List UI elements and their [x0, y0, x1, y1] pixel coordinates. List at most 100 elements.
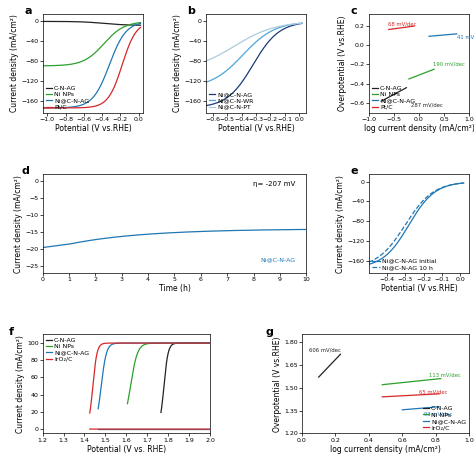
Line: Ni@C-N-AG initial: Ni@C-N-AG initial — [369, 183, 464, 264]
X-axis label: Potential (V vs.RHE): Potential (V vs.RHE) — [218, 124, 294, 133]
C-N-AG — [167, 346, 173, 351]
Line: C-N-AG: C-N-AG — [43, 21, 140, 25]
X-axis label: Potential (V vs.RHE): Potential (V vs.RHE) — [381, 284, 457, 294]
Ni@C-N-AG initial — [411, 213, 417, 219]
Ni NPs — [40, 63, 46, 69]
Ni@C-N-AG — [184, 340, 190, 346]
Ni@C-N-WR — [255, 38, 261, 43]
Pt/C — [98, 101, 104, 107]
Y-axis label: Current density (mA/cm²): Current density (mA/cm²) — [14, 175, 23, 273]
C-N-AG — [207, 340, 213, 346]
Text: a: a — [25, 6, 32, 16]
Line: Ni@C-N-AG: Ni@C-N-AG — [206, 23, 302, 106]
Line: Ni NPs: Ni NPs — [43, 22, 140, 66]
Line: IrO₂/C: IrO₂/C — [90, 343, 210, 413]
Legend: Ni@C-N-AG initial, Ni@C-N-AG 10 h: Ni@C-N-AG initial, Ni@C-N-AG 10 h — [372, 258, 436, 270]
Ni@C-N-AG initial — [461, 180, 466, 186]
Ni@C-N-AG — [136, 21, 141, 27]
Text: 287 mV/dec: 287 mV/dec — [411, 103, 443, 108]
Line: Pt/C: Pt/C — [43, 27, 140, 108]
Ni@C-N-AG — [98, 82, 104, 88]
Ni@C-N-WR — [260, 34, 266, 39]
Ni@C-N-AG initial — [459, 180, 465, 186]
Ni@C-N-AG — [120, 33, 126, 39]
Ni NPs — [146, 341, 152, 346]
Ni@C-N-AG 10 h — [461, 180, 466, 186]
Ni@C-N-AG — [297, 21, 302, 27]
IrO₂/C — [184, 340, 190, 346]
Text: 190 mV/dec: 190 mV/dec — [433, 62, 465, 67]
Ni@C-N-AG 10 h — [444, 183, 449, 189]
Ni@C-N-WR — [249, 43, 255, 48]
Line: Ni@C-N-AG 10 h: Ni@C-N-AG 10 h — [369, 183, 464, 262]
Ni NPs — [207, 340, 213, 346]
Text: f: f — [9, 327, 14, 336]
C-N-AG — [87, 20, 92, 25]
C-N-AG — [184, 340, 190, 346]
IrO₂/C — [137, 340, 143, 346]
Text: 113 mV/dec: 113 mV/dec — [429, 372, 461, 377]
C-N-AG — [86, 20, 92, 25]
IrO₂/C — [167, 340, 173, 346]
Ni NPs — [93, 49, 99, 55]
Line: Ni@C-N-WR: Ni@C-N-WR — [206, 23, 302, 82]
Legend: C-N-AG, Ni NPs, Ni@C-N-AG, Pt/C: C-N-AG, Ni NPs, Ni@C-N-AG, Pt/C — [46, 85, 89, 110]
C-N-AG — [40, 19, 46, 24]
C-N-AG — [136, 22, 141, 28]
Line: Ni@C-N-AG: Ni@C-N-AG — [98, 343, 210, 409]
Ni@C-N-AG — [255, 54, 261, 60]
Ni NPs — [141, 342, 147, 348]
IrO₂/C — [207, 340, 213, 346]
Ni@C-N-AG 10 h — [417, 201, 423, 207]
Legend: C-N-AG, Ni NPs, Ni@C-N-AG, IrO₂/C: C-N-AG, Ni NPs, Ni@C-N-AG, IrO₂/C — [423, 406, 466, 430]
Ni@C-N-PT — [203, 58, 209, 64]
Legend: C-N-AG, Ni NPs, Ni@C-N-AG, Pt/C: C-N-AG, Ni NPs, Ni@C-N-AG, Pt/C — [372, 85, 415, 110]
Text: c: c — [351, 6, 357, 16]
Ni@C-N-AG initial — [422, 198, 428, 204]
Ni@C-N-PT — [255, 31, 261, 36]
Ni@C-N-PT — [249, 34, 255, 39]
Ni NPs — [137, 20, 143, 25]
Ni@C-N-PT — [282, 22, 287, 28]
Ni NPs — [136, 20, 141, 26]
Text: 41 mV/dec: 41 mV/dec — [457, 35, 474, 40]
Ni@C-N-PT — [297, 21, 302, 26]
X-axis label: log current density (mA/cm²): log current density (mA/cm²) — [330, 445, 441, 453]
Ni@C-N-AG — [282, 26, 287, 31]
Ni@C-N-AG — [299, 21, 305, 26]
Ni@C-N-PT — [248, 34, 254, 39]
Ni@C-N-AG — [260, 46, 266, 52]
X-axis label: Time (h): Time (h) — [158, 284, 191, 294]
Pt/C — [120, 60, 126, 66]
Ni@C-N-AG initial — [366, 261, 372, 267]
Pt/C — [93, 103, 99, 109]
Text: 93 mV/dec: 93 mV/dec — [424, 412, 453, 417]
X-axis label: log current density (mA/cm²): log current density (mA/cm²) — [364, 124, 474, 133]
Ni@C-N-AG — [87, 98, 92, 103]
Ni@C-N-AG 10 h — [422, 196, 428, 201]
IrO₂/C — [141, 340, 147, 346]
Text: b: b — [188, 6, 195, 16]
Ni@C-N-WR — [297, 21, 302, 26]
IrO₂/C — [146, 340, 152, 346]
Text: 606 mV/dec: 606 mV/dec — [309, 347, 340, 352]
Y-axis label: Overpotential (V vs.RHE): Overpotential (V vs.RHE) — [273, 336, 282, 432]
Text: d: d — [22, 166, 29, 176]
Ni@C-N-AG initial — [444, 184, 449, 189]
Line: C-N-AG: C-N-AG — [161, 343, 210, 412]
Text: 65 mV/dec: 65 mV/dec — [419, 389, 447, 394]
Y-axis label: Current density (mA/cm²): Current density (mA/cm²) — [337, 175, 346, 273]
Ni@C-N-WR — [282, 23, 287, 29]
Ni@C-N-AG initial — [417, 205, 423, 210]
Ni@C-N-AG — [248, 65, 254, 70]
Ni@C-N-AG — [93, 91, 99, 97]
Ni@C-N-AG — [146, 340, 152, 346]
Ni@C-N-AG initial — [411, 214, 417, 219]
Text: e: e — [351, 166, 358, 176]
Ni NPs — [167, 340, 173, 346]
Y-axis label: Current density (mA/cm²): Current density (mA/cm²) — [173, 14, 182, 112]
Ni@C-N-AG — [249, 64, 255, 69]
Ni NPs — [87, 55, 92, 60]
Ni@C-N-AG — [40, 105, 46, 111]
Pt/C — [86, 104, 92, 110]
